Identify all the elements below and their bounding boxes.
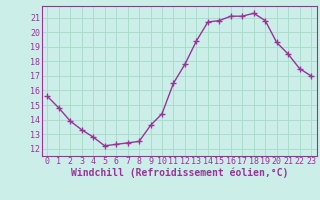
X-axis label: Windchill (Refroidissement éolien,°C): Windchill (Refroidissement éolien,°C) (70, 168, 288, 178)
